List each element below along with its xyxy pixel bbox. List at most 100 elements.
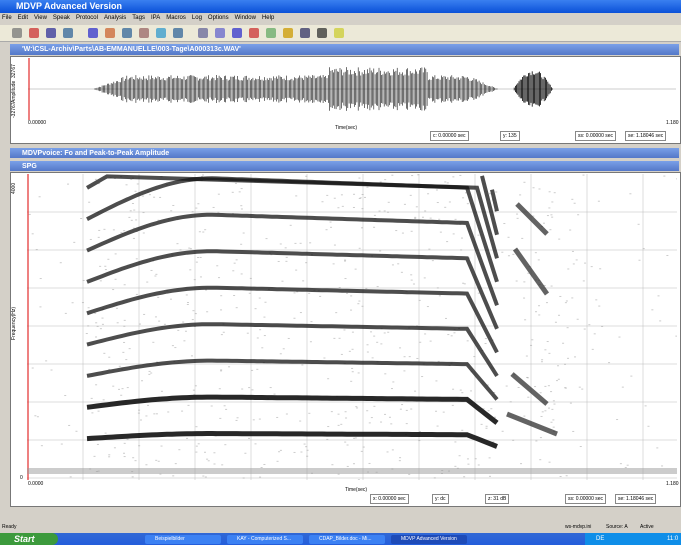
noise xyxy=(135,460,137,461)
noise xyxy=(388,202,390,203)
toolbar-button[interactable] xyxy=(63,28,73,38)
toolbar-button[interactable] xyxy=(156,28,166,38)
menu-item[interactable]: Protocol xyxy=(76,15,98,21)
noise xyxy=(508,255,510,256)
noise xyxy=(198,443,200,444)
noise xyxy=(108,454,110,455)
menu-item[interactable]: Tags xyxy=(132,15,145,21)
noise xyxy=(553,404,555,405)
toolbar-button[interactable] xyxy=(12,28,22,38)
toolbar-button[interactable] xyxy=(198,28,208,38)
noise xyxy=(186,438,188,439)
noise xyxy=(153,413,155,414)
status-field: c: 0.00000 sec xyxy=(430,131,469,141)
toolbar-button[interactable] xyxy=(249,28,259,38)
noise xyxy=(103,229,105,230)
toolbar-button[interactable] xyxy=(46,28,56,38)
toolbar-button[interactable] xyxy=(29,28,39,38)
noise xyxy=(547,341,549,342)
menu-item[interactable]: Window xyxy=(235,15,256,21)
noise xyxy=(395,230,397,231)
menu-item[interactable]: Help xyxy=(262,15,274,21)
noise xyxy=(220,295,222,296)
noise xyxy=(156,413,158,414)
noise xyxy=(549,462,551,463)
noise xyxy=(102,324,104,325)
noise xyxy=(567,268,569,269)
noise xyxy=(91,398,93,399)
toolbar-button[interactable] xyxy=(173,28,183,38)
noise xyxy=(294,452,296,453)
menu-item[interactable]: Options xyxy=(208,15,229,21)
toolbar-button[interactable] xyxy=(139,28,149,38)
toolbar-button[interactable] xyxy=(334,28,344,38)
noise xyxy=(108,456,110,457)
menu-item[interactable]: File xyxy=(2,15,12,21)
noise xyxy=(103,399,105,400)
task-button[interactable]: KAY - Computerized S... xyxy=(227,535,303,544)
noise xyxy=(108,357,110,358)
task-button[interactable]: CDAP_Bilder.doc - Mi... xyxy=(309,535,385,544)
noise xyxy=(95,384,97,385)
noise xyxy=(584,263,586,264)
toolbar-button[interactable] xyxy=(215,28,225,38)
noise xyxy=(541,416,543,417)
toolbar-button[interactable] xyxy=(122,28,132,38)
noise xyxy=(410,195,412,196)
menu-item[interactable]: Analysis xyxy=(104,15,126,21)
noise xyxy=(384,373,386,374)
noise xyxy=(638,224,640,225)
formant xyxy=(512,374,547,404)
noise xyxy=(338,425,340,426)
noise xyxy=(241,188,243,189)
task-button[interactable]: Beispielbilder xyxy=(145,535,221,544)
noise xyxy=(651,309,653,310)
noise xyxy=(409,356,411,357)
noise xyxy=(478,293,480,294)
start-button[interactable]: Start xyxy=(0,533,58,545)
menu-item[interactable]: Log xyxy=(192,15,202,21)
menu-item[interactable]: Macros xyxy=(166,15,186,21)
toolbar-button[interactable] xyxy=(283,28,293,38)
noise xyxy=(98,411,100,412)
toolbar-button[interactable] xyxy=(232,28,242,38)
toolbar-button[interactable] xyxy=(105,28,115,38)
noise xyxy=(601,326,603,327)
noise xyxy=(141,380,143,381)
status-active: Active xyxy=(640,524,654,530)
task-button[interactable]: MDVP Advanced Version xyxy=(391,535,467,544)
menu-item[interactable]: Edit xyxy=(18,15,28,21)
noise xyxy=(485,338,487,339)
noise xyxy=(294,243,296,244)
noise xyxy=(339,338,341,339)
noise xyxy=(380,181,382,182)
toolbar-button[interactable] xyxy=(88,28,98,38)
noise xyxy=(437,426,439,427)
noise xyxy=(300,452,302,453)
noise xyxy=(434,477,436,478)
y-top: 32767 xyxy=(11,64,17,78)
noise xyxy=(283,348,285,349)
noise xyxy=(428,249,430,250)
noise xyxy=(337,207,339,208)
noise xyxy=(447,182,449,183)
menu-item[interactable]: Speak xyxy=(53,15,70,21)
noise xyxy=(360,197,362,198)
noise xyxy=(122,388,124,389)
noise xyxy=(556,380,558,381)
noise xyxy=(401,404,403,405)
noise xyxy=(392,264,394,265)
noise xyxy=(195,452,197,453)
noise xyxy=(343,329,345,330)
noise xyxy=(72,302,74,303)
noise xyxy=(411,175,413,176)
menu-item[interactable]: IPA xyxy=(151,15,160,21)
menu-item[interactable]: View xyxy=(34,15,47,21)
noise xyxy=(195,313,197,314)
noise xyxy=(243,233,245,234)
noise xyxy=(523,298,525,299)
noise xyxy=(495,191,497,192)
toolbar-button[interactable] xyxy=(317,28,327,38)
toolbar-button[interactable] xyxy=(300,28,310,38)
toolbar-button[interactable] xyxy=(266,28,276,38)
